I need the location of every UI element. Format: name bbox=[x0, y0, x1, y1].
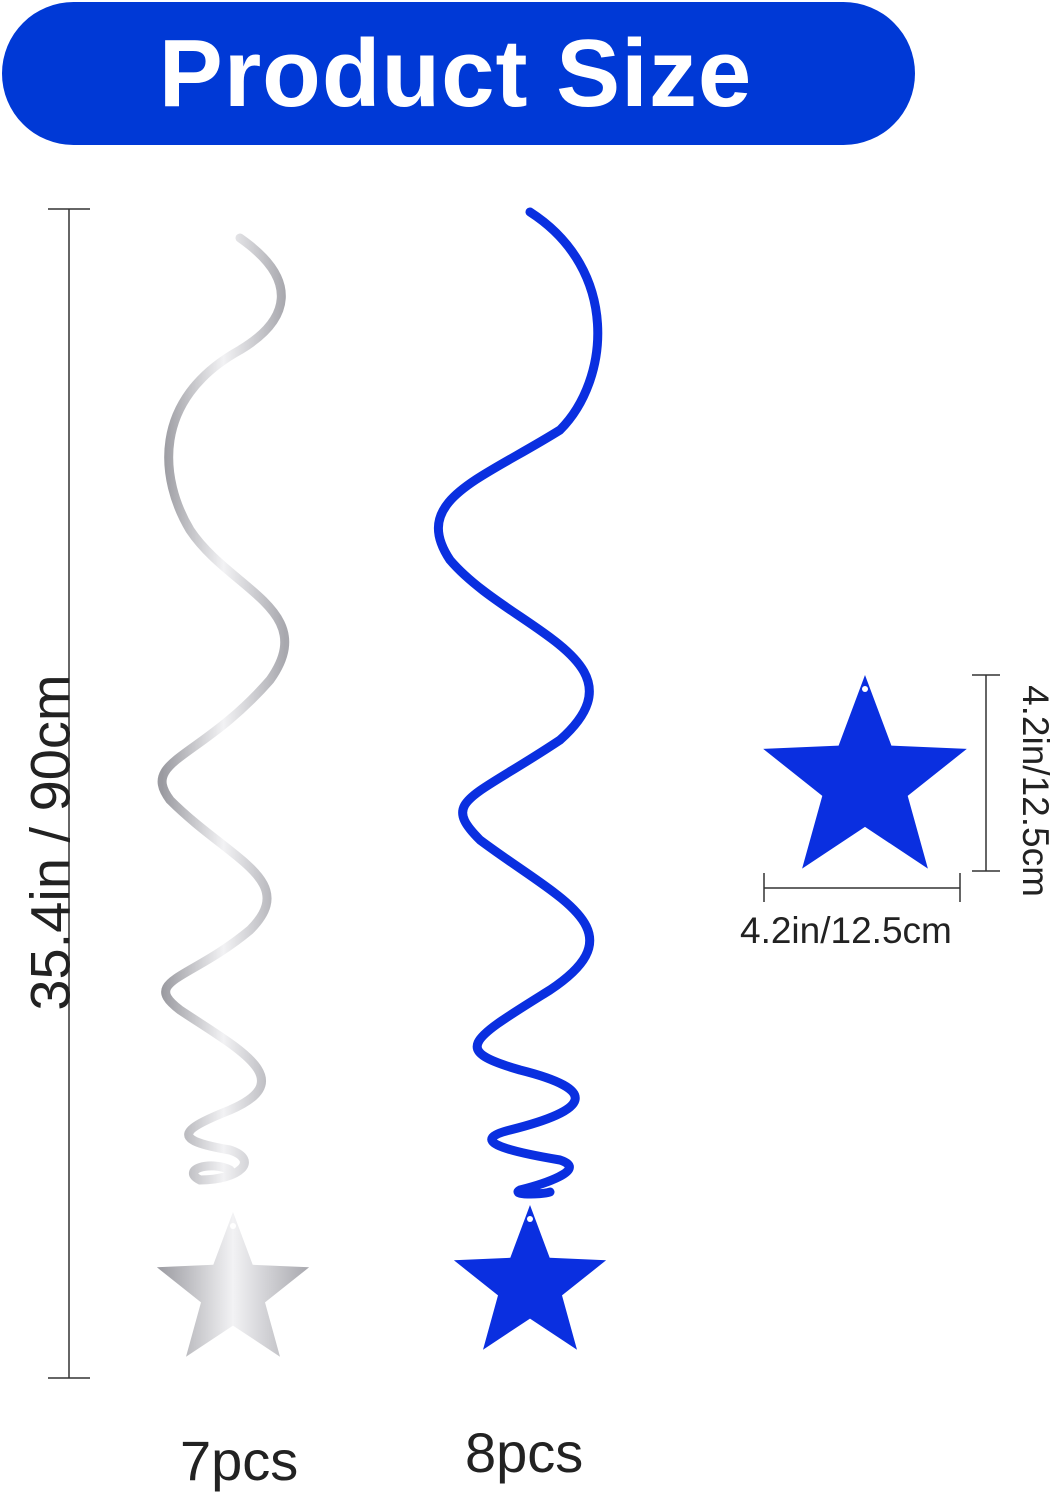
silver-count-label: 7pcs bbox=[180, 1429, 299, 1492]
page-title: Product Size bbox=[158, 19, 753, 127]
star-height-label: 4.2in/12.5cm bbox=[1015, 685, 1056, 897]
title-banner: Product Size bbox=[2, 2, 915, 145]
blue-count-label: 8pcs bbox=[465, 1421, 584, 1484]
blue-star-icon bbox=[453, 1205, 607, 1350]
star-width-label: 4.2in/12.5cm bbox=[740, 910, 952, 951]
blue-star-detail-icon bbox=[763, 675, 967, 869]
swirl-length-label: 35.4in / 90cm bbox=[18, 674, 82, 1011]
blue-swirl bbox=[433, 207, 603, 1199]
star-hole bbox=[862, 686, 868, 692]
silver-swirl bbox=[157, 233, 290, 1185]
star-hole bbox=[527, 1216, 533, 1222]
silver-star-icon bbox=[156, 1212, 310, 1357]
star-hole bbox=[230, 1223, 236, 1229]
star-dimension-lines bbox=[763, 674, 1000, 902]
length-dimension-line bbox=[48, 208, 90, 1379]
